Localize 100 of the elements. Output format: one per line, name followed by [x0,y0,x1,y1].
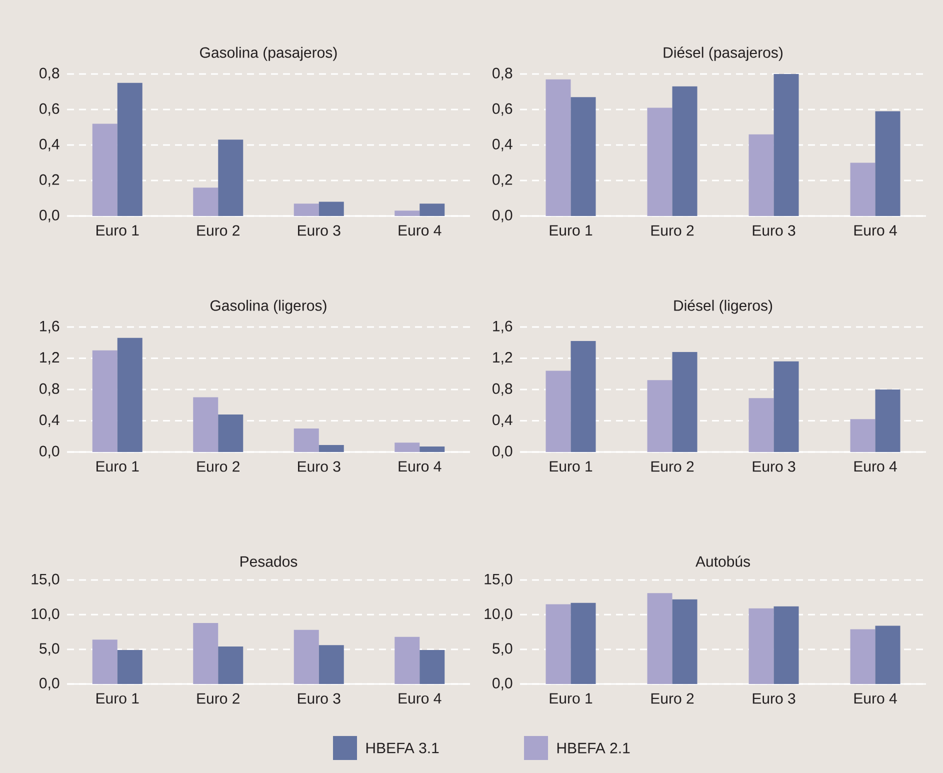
bar [570,97,596,216]
bar [850,162,876,216]
x-tick-label: Euro 4 [398,461,442,472]
y-tick-label: 5,0 [40,643,60,656]
bar [193,397,218,452]
x-tick-label: Euro 3 [752,461,796,472]
bar [850,629,876,684]
bar [92,640,118,684]
bar [875,111,900,216]
x-tick-label: Euro 3 [298,225,340,236]
x-tick-label: Euro 1 [96,693,139,704]
x-tick-label: Euro 1 [550,461,592,472]
bar [117,82,142,216]
x-tick-label: Euro 1 [96,461,139,472]
chart-title: Diésel (ligeros) [674,300,772,314]
bar [875,389,900,452]
bar [748,134,774,216]
x-tick-label: Euro 3 [298,693,340,704]
y-tick-label: 0,4 [40,414,60,427]
x-tick-label: Euro 2 [651,225,694,236]
x-tick-label: Euro 2 [197,225,240,236]
y-tick-label: 0,0 [40,678,60,690]
bar [394,636,420,684]
y-tick-label: 0,8 [40,68,60,80]
y-tick-label: 10,0 [484,608,512,621]
x-tick-label: Euro 3 [298,461,340,472]
bar [647,108,672,216]
y-tick-label: 15,0 [484,574,512,586]
legend-label: HBEFA 2.1 [557,742,630,754]
y-tick-label: 0,0 [40,210,60,222]
bar [647,380,672,452]
y-tick-label: 1,6 [40,320,60,334]
y-tick-label: 10,0 [32,608,60,621]
bar [294,630,319,684]
bar [546,79,571,216]
x-tick-label: Euro 1 [550,225,592,236]
y-tick-label: 0,0 [492,210,512,222]
y-tick-label: 1,6 [493,320,512,334]
bar [218,646,244,684]
y-tick-label: 5,0 [492,643,512,656]
chart-title: Autobús [696,556,750,567]
chart-title: Gasolina (pasajeros) [200,46,337,61]
y-tick-label: 0,6 [492,103,512,116]
bar [294,204,319,216]
x-tick-label: Euro 4 [854,693,897,704]
chart-title: Pesados [240,556,298,567]
bar [218,140,244,216]
x-tick-label: Euro 2 [651,693,694,704]
x-tick-label: Euro 2 [651,461,694,472]
bar [672,86,698,216]
bar [92,350,118,452]
y-tick-label: 0,8 [492,68,512,80]
bar [92,124,118,216]
x-tick-label: Euro 1 [96,225,139,236]
bar [546,604,571,684]
bar [193,622,218,684]
y-tick-label: 0,0 [40,446,60,458]
bar [774,606,799,684]
legend-label: HBEFA 3.1 [366,742,439,754]
y-tick-label: 0,4 [492,138,512,152]
y-tick-label: 0,8 [492,383,512,396]
bar [570,602,596,684]
chart-title: Gasolina (ligeros) [210,300,326,314]
x-tick-label: Euro 3 [752,693,796,704]
x-tick-label: Euro 4 [398,225,442,236]
bar [294,428,319,452]
y-tick-label: 0,6 [40,103,60,116]
y-tick-label: 0,8 [40,383,60,396]
bar [774,74,799,216]
bar [193,188,218,216]
x-tick-label: Euro 4 [854,225,897,236]
y-tick-label: 1,2 [493,352,512,364]
y-tick-label: 1,2 [40,352,60,364]
bar [218,414,244,452]
x-tick-label: Euro 2 [197,693,240,704]
bar [774,361,799,452]
bar [420,446,445,452]
bar [318,444,344,452]
y-tick-label: 0,4 [40,138,60,152]
bar [672,352,698,452]
bar [850,419,876,452]
bar [420,650,445,684]
bar [875,626,900,684]
bar [318,645,344,684]
y-tick-label: 0,2 [492,174,512,187]
y-tick-label: 0,4 [492,414,512,427]
bar [117,650,142,684]
bar [394,210,420,216]
x-tick-label: Euro 1 [550,693,592,704]
bar [394,442,420,452]
bar [318,202,344,216]
chart-title: Diésel (pasajeros) [664,46,782,61]
y-tick-label: 15,0 [32,574,60,586]
bar [748,608,774,684]
x-tick-label: Euro 3 [752,225,796,236]
y-tick-label: 0,0 [492,678,512,690]
bar [546,370,571,452]
x-tick-label: Euro 2 [197,461,240,472]
bar [647,593,672,684]
bar [570,341,596,452]
